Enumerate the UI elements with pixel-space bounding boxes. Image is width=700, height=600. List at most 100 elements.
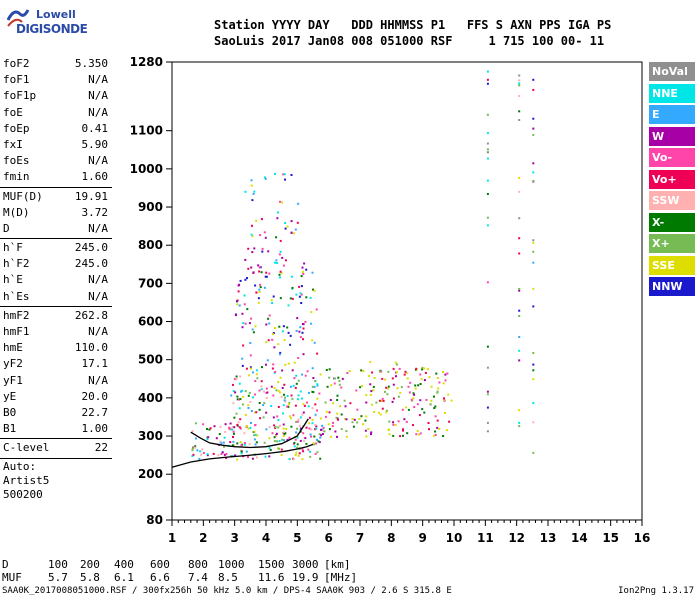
echo-point	[207, 436, 210, 439]
echo-point	[436, 426, 439, 429]
param-row: B1 1.00	[0, 421, 112, 437]
echo-point	[298, 330, 301, 333]
echo-point	[308, 416, 311, 419]
param-value: 1.60	[81, 170, 109, 184]
legend-item-e: E	[649, 105, 695, 124]
echo-point	[250, 317, 253, 320]
echo-point	[279, 200, 281, 203]
echo-point	[295, 293, 298, 296]
param-value: N/A	[88, 73, 108, 87]
param-name: fxI	[3, 137, 23, 151]
echo-point	[248, 374, 251, 377]
file-info-footer: SAA0K_2017008051000.RSF / 300fx256h 50 k…	[2, 586, 452, 596]
echo-point	[325, 369, 328, 371]
echo-point	[234, 391, 237, 394]
echo-point	[395, 363, 398, 366]
echo-point	[305, 442, 308, 445]
echo-point	[236, 303, 239, 306]
echo-point	[400, 386, 403, 389]
x-tick-label: 1	[168, 531, 176, 545]
autoscale-info-line: 500200	[3, 487, 43, 501]
echo-point	[301, 458, 304, 461]
echo-point	[283, 383, 286, 386]
echo-point	[294, 386, 297, 389]
echo-point	[294, 404, 297, 407]
param-row: foF2 5.350	[0, 56, 112, 72]
echo-point	[433, 395, 435, 398]
electron-density-profile	[171, 443, 314, 468]
param-name: h`Es	[3, 289, 30, 303]
echo-point	[279, 391, 281, 394]
echo-point	[450, 399, 453, 402]
echo-point	[295, 420, 298, 423]
spur-point	[518, 84, 521, 87]
y-tick-label: 80	[146, 513, 163, 527]
echo-point	[291, 286, 294, 289]
echo-point	[290, 220, 293, 223]
echo-point	[265, 275, 268, 278]
param-value: N/A	[88, 154, 108, 168]
echo-point	[302, 327, 305, 330]
echo-point	[443, 399, 445, 401]
spur-point	[486, 70, 489, 73]
echo-point	[281, 256, 284, 259]
param-value: 20.0	[81, 389, 109, 403]
echo-point	[346, 372, 349, 374]
echo-point	[338, 379, 341, 382]
echo-point	[329, 435, 332, 438]
echo-point	[314, 428, 317, 431]
echo-point	[250, 422, 252, 424]
echo-point	[433, 407, 436, 410]
echo-point	[322, 429, 325, 432]
param-name: h`F	[3, 241, 23, 255]
echo-point	[311, 367, 314, 370]
param-value: 245.0	[74, 241, 108, 255]
echo-point	[290, 425, 293, 428]
y-tick-label: 200	[138, 467, 163, 481]
echo-point	[360, 415, 363, 418]
echo-point	[428, 376, 431, 379]
echo-point	[232, 440, 235, 443]
echo-point	[421, 366, 424, 369]
echo-point	[225, 457, 228, 460]
spur-point	[486, 393, 489, 396]
echo-point	[402, 429, 404, 432]
echo-point	[313, 385, 316, 388]
echo-point	[445, 429, 448, 432]
echo-point	[288, 458, 291, 461]
echo-point	[345, 430, 348, 433]
echo-point	[405, 372, 408, 375]
echo-point	[297, 379, 300, 382]
echo-point	[228, 427, 231, 430]
spur-point	[518, 315, 521, 317]
echo-point	[191, 455, 194, 457]
spur-point	[518, 119, 521, 121]
param-row: M(D) 3.72	[0, 205, 112, 221]
echo-point	[415, 433, 418, 436]
echo-point	[397, 420, 400, 423]
echo-point	[318, 433, 321, 436]
echo-point	[254, 443, 257, 446]
param-name: foF2	[3, 57, 30, 70]
echo-point	[196, 449, 199, 452]
distance-value: 100	[48, 558, 68, 571]
param-divider	[0, 238, 112, 240]
echo-point	[298, 452, 301, 455]
echo-point	[290, 275, 293, 278]
param-row: fxI 5.90	[0, 137, 112, 153]
echo-point	[287, 304, 290, 307]
echo-point	[305, 268, 308, 271]
distance-value: 400	[114, 558, 134, 571]
echo-point	[213, 425, 216, 428]
echo-point	[284, 227, 287, 230]
echo-point	[268, 426, 271, 429]
echo-point	[369, 393, 372, 396]
echo-point	[435, 372, 438, 375]
echo-point	[233, 432, 235, 435]
echo-point	[255, 433, 257, 436]
echo-point	[293, 377, 296, 380]
distance-value: [km]	[324, 558, 351, 571]
echo-point	[275, 432, 278, 435]
echo-point	[300, 427, 302, 430]
echo-point	[391, 377, 394, 380]
